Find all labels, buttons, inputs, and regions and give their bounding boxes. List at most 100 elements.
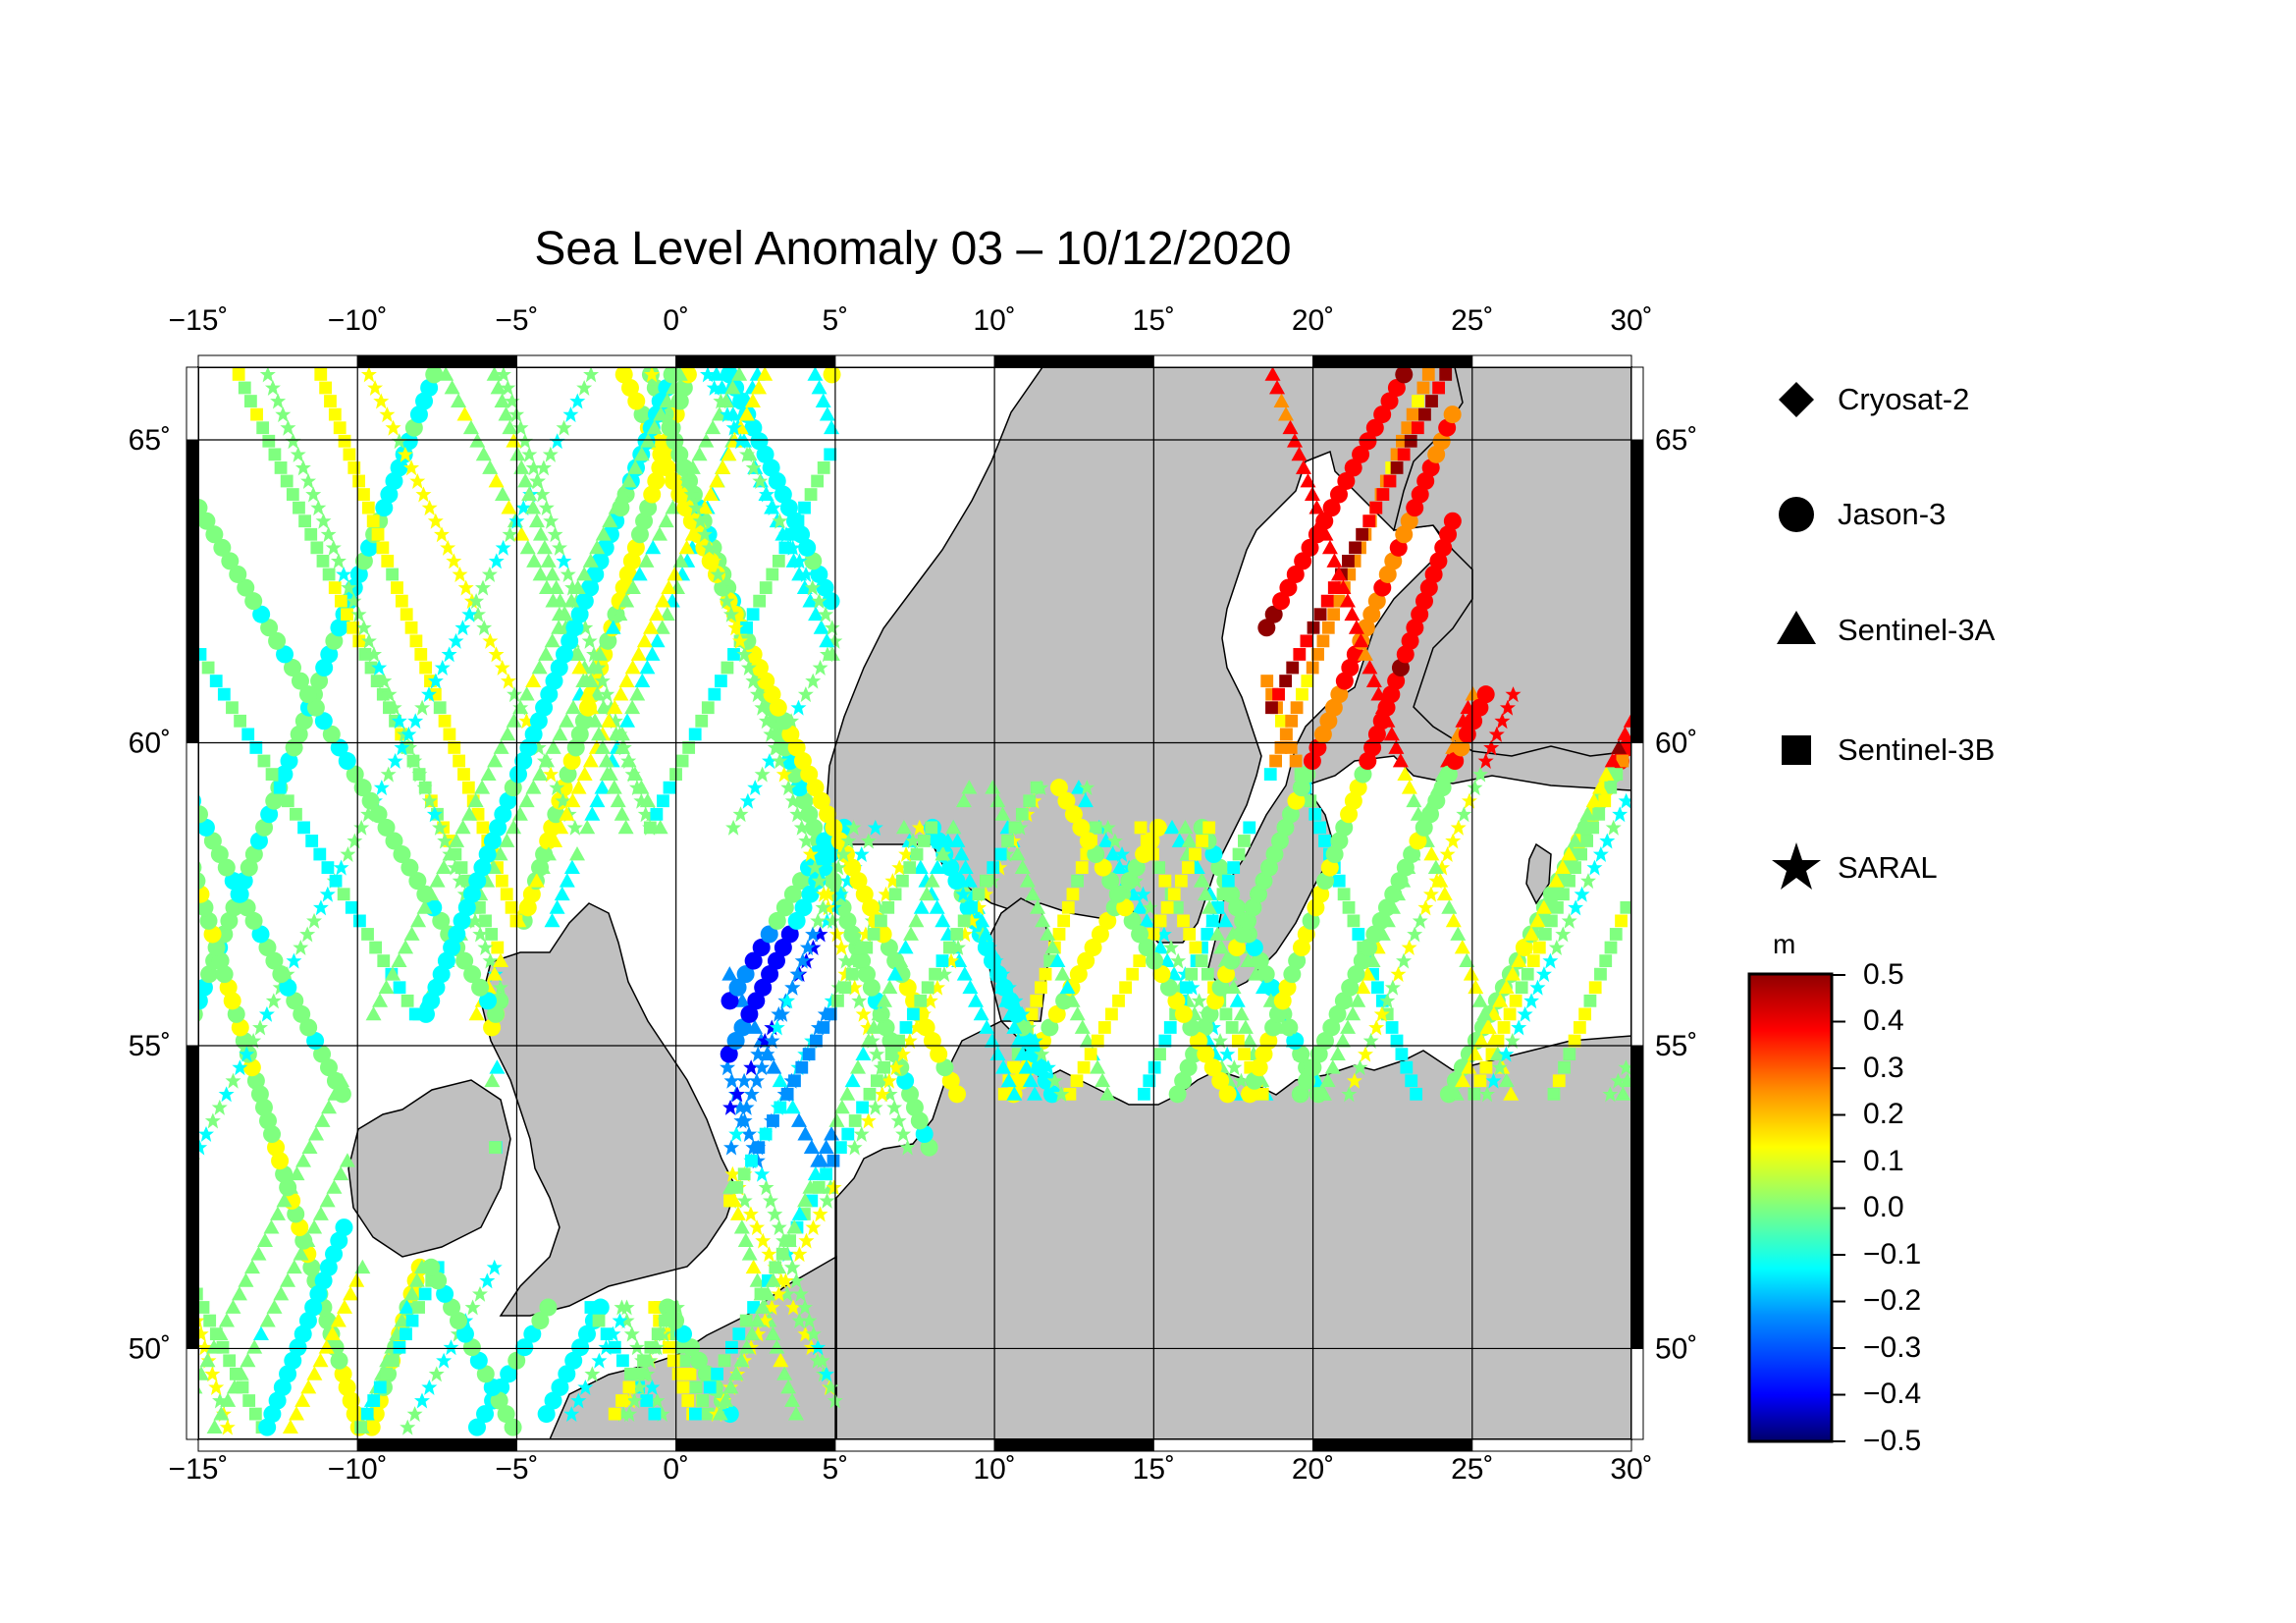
track-point [575,592,594,611]
track-point [1298,765,1316,784]
frame-segment [197,354,358,368]
track-point [800,805,819,824]
track-point [622,552,641,570]
track-point [1403,845,1421,864]
track-point [1070,780,1087,794]
track-point [1379,993,1396,1009]
lon-tick-label: −5˚ [495,304,538,337]
track-point [1040,926,1056,941]
track-point [608,1340,621,1354]
track-point [802,1179,819,1194]
track-point [853,1126,870,1143]
track-point [523,1325,542,1343]
track-point [1406,407,1419,421]
track-point [619,713,636,728]
track-point [319,886,336,902]
track-point [703,486,720,501]
track-point [386,699,402,716]
track-point [420,686,437,703]
track-point [1279,675,1293,687]
track-point [1204,845,1223,864]
track-point [1225,979,1242,995]
track-point [1177,819,1194,835]
track-point [423,886,440,901]
track-point [1362,660,1378,675]
track-point [1392,753,1409,768]
track-point [206,1419,223,1434]
track-point [1040,1059,1056,1076]
track-point [780,780,797,796]
track-point [612,726,628,742]
track-point [785,765,804,784]
track-point [961,873,978,888]
track-point [775,766,792,783]
track-point [201,661,215,675]
track-point [1217,912,1234,928]
track-point [993,979,1010,995]
track-point [1337,888,1351,901]
track-point [1101,872,1120,891]
frame-segment [1152,1438,1314,1452]
track-point [1391,659,1410,677]
track-point [257,754,271,768]
track-point [942,941,956,954]
track-point [1140,835,1153,847]
track-point [246,1339,263,1354]
track-point [767,951,785,970]
track-point [285,433,301,450]
track-point [1228,898,1247,917]
track-point [833,1099,850,1114]
track-point [997,1087,1011,1101]
track-point [352,634,366,648]
track-point [198,1325,209,1342]
track-point [1578,1007,1592,1021]
track-point [1342,555,1355,568]
track-point [1362,1033,1379,1050]
track-point [315,513,332,529]
track-point [1316,634,1330,648]
track-point [1182,861,1195,874]
track-point [798,1232,815,1249]
track-point [791,1206,808,1220]
track-point [697,500,714,514]
track-point [591,1352,608,1369]
track-point [438,714,452,728]
track-point [793,819,810,836]
track-point [780,752,799,771]
track-point [454,819,471,835]
track-point [293,940,309,956]
track-point [841,1127,855,1141]
track-point [231,1018,249,1037]
track-point [268,631,287,650]
track-point [723,1194,736,1208]
track-point [732,1327,746,1341]
track-point [1538,928,1552,941]
track-point [791,1246,808,1263]
track-point [1400,512,1418,530]
track-point [299,926,316,943]
track-point [951,952,968,968]
track-point [784,979,801,996]
track-point [260,619,279,637]
track-point [556,419,572,436]
track-point [606,780,622,794]
track-point [1138,939,1156,957]
map-area: −15˚−15˚−10˚−10˚−5˚−5˚0˚0˚5˚5˚10˚10˚15˚1… [129,304,1698,1486]
track-point [532,766,549,781]
track-point [624,766,641,783]
track-point [1127,858,1146,877]
track-point [1098,911,1117,930]
track-point [275,765,294,784]
track-point [1382,685,1401,704]
track-point [1290,701,1304,715]
track-point [455,1325,474,1343]
track-point [267,1138,286,1157]
track-point [917,1018,935,1037]
track-point [718,1392,734,1407]
track-point [804,488,818,501]
track-point [399,1299,415,1314]
track-point [1120,872,1139,891]
track-point [589,792,606,808]
track-point [260,805,279,824]
track-point [551,1378,569,1396]
